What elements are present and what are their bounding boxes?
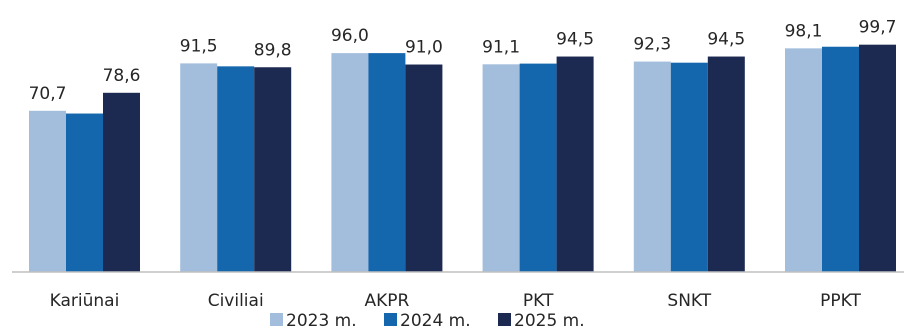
bar-civiliai-2023m <box>180 63 218 272</box>
legend-label: 2023 m. <box>286 311 357 329</box>
bar-ppkt-2023m <box>785 48 822 272</box>
bar-ppkt-2024m <box>822 46 859 273</box>
category-labels-group: Kariūnai Civiliai AKPR PKT SNKT PPKT <box>50 291 862 311</box>
value-label: 94,5 <box>556 30 594 50</box>
legend-swatch <box>498 313 511 326</box>
category-label: PPKT <box>820 291 861 311</box>
category-label: Civiliai <box>208 291 264 311</box>
value-label: 78,6 <box>103 66 141 86</box>
legend-label: 2024 m. <box>400 311 471 329</box>
value-label: 96,0 <box>331 26 369 46</box>
bar-snkt-2023m <box>633 61 671 272</box>
value-label: 99,7 <box>859 18 897 38</box>
value-label: 70,7 <box>29 84 67 104</box>
bar-pkt-2023m <box>482 64 520 273</box>
category-label: AKPR <box>364 291 409 311</box>
value-label: 91,1 <box>482 37 520 57</box>
value-label: 98,1 <box>785 21 823 41</box>
value-label: 92,3 <box>633 35 671 55</box>
category-label: PKT <box>523 291 554 311</box>
bar-kariūnai-2023m <box>29 110 66 272</box>
value-labels-group: 70,7 78,6 91,5 89,8 96,0 91,0 91,1 94,5 92,3 94,5… <box>29 18 897 104</box>
value-label: 91,5 <box>180 36 218 56</box>
bar-ppkt-2025m <box>859 44 896 273</box>
legend-swatch <box>384 313 397 326</box>
value-label: 91,0 <box>405 38 443 58</box>
value-label: 94,5 <box>707 30 745 50</box>
value-label: 89,8 <box>254 40 292 60</box>
legend-label: 2025 m. <box>514 311 585 329</box>
bar-akpr-2024m <box>368 53 406 273</box>
legend-swatch <box>270 313 283 326</box>
bars-group <box>29 44 896 273</box>
bar-civiliai-2025m <box>254 67 292 272</box>
category-label: Kariūnai <box>50 291 120 311</box>
bar-akpr-2023m <box>331 53 369 273</box>
bar-civiliai-2024m <box>217 66 255 273</box>
category-label: SNKT <box>667 291 711 311</box>
bar-pkt-2024m <box>519 63 557 272</box>
bar-snkt-2025m <box>707 56 745 272</box>
bar-kariūnai-2024m <box>66 113 103 272</box>
bar-akpr-2025m <box>405 64 443 273</box>
bar-snkt-2024m <box>670 62 708 272</box>
legend: 2023 m. 2024 m. 2025 m. <box>270 311 585 329</box>
bar-kariūnai-2025m <box>103 92 140 273</box>
bar-pkt-2025m <box>556 56 594 272</box>
